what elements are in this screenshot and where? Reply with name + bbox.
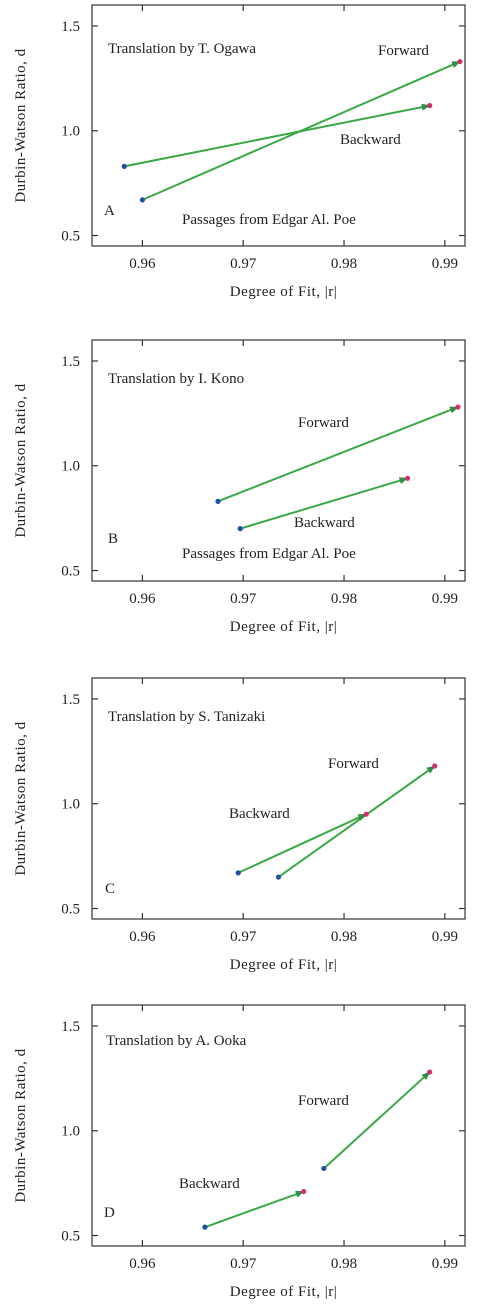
y-tick-label: 0.5 bbox=[61, 229, 80, 245]
forward-start-point bbox=[215, 498, 221, 504]
forward-arrow bbox=[217, 406, 459, 503]
panel-letter: A bbox=[104, 203, 115, 219]
x-axis-title: Degree of Fit, |r| bbox=[230, 284, 337, 300]
chart-panel-a: 0.96 0.97 0.98 0.99 0.5 1.0 1.5 Degree of Fit, … bbox=[13, 4, 466, 300]
x-tick-label: 0.99 bbox=[432, 256, 458, 272]
panel-title: Translation by S. Tanizaki bbox=[108, 709, 265, 725]
x-axis-title: Degree of Fit, |r| bbox=[230, 1284, 337, 1300]
backward-arrow bbox=[239, 477, 409, 530]
x-tick-label: 0.98 bbox=[331, 1256, 357, 1272]
y-tick-label: 1.0 bbox=[61, 797, 80, 813]
x-tick-label: 0.96 bbox=[129, 1256, 156, 1272]
plot-frame bbox=[91, 1004, 466, 1247]
plot-frame bbox=[91, 4, 466, 247]
x-tick-label: 0.98 bbox=[331, 256, 357, 272]
y-axis-title: Durbin-Watson Ratio, d bbox=[13, 383, 29, 537]
backward-end-point bbox=[427, 102, 433, 109]
backward-start-point bbox=[237, 526, 243, 532]
panel-title: Translation by T. Ogawa bbox=[108, 41, 256, 57]
backward-series-label: Backward bbox=[179, 1176, 240, 1192]
forward-start-point bbox=[139, 197, 146, 203]
forward-end-point bbox=[432, 763, 438, 769]
y-tick-label: 1.5 bbox=[61, 19, 80, 35]
x-tick-label: 0.99 bbox=[432, 591, 458, 607]
plot-frame bbox=[91, 677, 466, 920]
panel-note: Passages from Edgar Al. Poe bbox=[182, 212, 356, 228]
panel-letter: B bbox=[108, 531, 118, 547]
backward-arrow bbox=[124, 103, 431, 168]
x-tick-label: 0.96 bbox=[129, 591, 156, 607]
y-tick-label: 0.5 bbox=[61, 902, 80, 918]
chart-panel-d: 0.96 0.97 0.98 0.99 0.5 1.0 1.5 Degree of Fit, … bbox=[13, 1004, 466, 1300]
y-axis-title: Durbin-Watson Ratio, d bbox=[13, 48, 29, 202]
forward-arrow bbox=[323, 1071, 431, 1170]
forward-end-point bbox=[457, 58, 463, 65]
panel-title: Translation by A. Ooka bbox=[106, 1033, 247, 1049]
panel-title: Translation by I. Kono bbox=[108, 371, 244, 387]
y-axis-title: Durbin-Watson Ratio, d bbox=[13, 1048, 29, 1202]
forward-start-point bbox=[275, 874, 282, 880]
x-tick-label: 0.97 bbox=[230, 929, 257, 945]
y-tick-label: 1.0 bbox=[61, 1124, 80, 1140]
backward-arrow bbox=[237, 813, 368, 874]
x-axis-title: Degree of Fit, |r| bbox=[230, 957, 337, 973]
x-axis-title: Degree of Fit, |r| bbox=[230, 619, 337, 635]
x-tick-label: 0.97 bbox=[230, 591, 257, 607]
forward-series-label: Forward bbox=[298, 415, 349, 431]
x-tick-label: 0.99 bbox=[432, 929, 458, 945]
chart-panel-c: 0.96 0.97 0.98 0.99 0.5 1.0 1.5 Degree of Fit, … bbox=[13, 677, 466, 973]
backward-end-point bbox=[404, 475, 411, 481]
x-tick-label: 0.97 bbox=[230, 256, 257, 272]
chart-panel-b: 0.96 0.97 0.98 0.99 0.5 1.0 1.5 Degree of Fit, … bbox=[13, 339, 466, 635]
x-tick-label: 0.98 bbox=[331, 591, 357, 607]
forward-end-point bbox=[427, 1069, 433, 1075]
backward-arrow bbox=[204, 1190, 305, 1229]
x-tick-label: 0.98 bbox=[331, 929, 357, 945]
y-axis-title: Durbin-Watson Ratio, d bbox=[13, 721, 29, 875]
y-tick-label: 1.0 bbox=[61, 459, 80, 475]
backward-start-point bbox=[202, 1224, 208, 1230]
backward-start-point bbox=[121, 163, 127, 169]
forward-arrow bbox=[277, 765, 436, 878]
backward-end-point bbox=[363, 811, 369, 817]
x-tick-label: 0.97 bbox=[230, 1256, 257, 1272]
y-tick-label: 1.5 bbox=[61, 692, 80, 708]
forward-series-label: Forward bbox=[298, 1093, 349, 1109]
forward-series-label: Forward bbox=[378, 43, 429, 59]
panel-note: Passages from Edgar Al. Poe bbox=[182, 546, 356, 562]
backward-start-point bbox=[235, 870, 241, 876]
backward-end-point bbox=[301, 1188, 307, 1195]
y-tick-label: 1.5 bbox=[61, 1019, 80, 1035]
y-tick-label: 1.0 bbox=[61, 124, 80, 140]
y-tick-label: 0.5 bbox=[61, 564, 80, 580]
forward-series-label: Forward bbox=[328, 756, 379, 772]
x-tick-label: 0.99 bbox=[432, 1256, 458, 1272]
forward-start-point bbox=[321, 1165, 327, 1172]
backward-series-label: Backward bbox=[294, 515, 355, 531]
x-tick-label: 0.96 bbox=[129, 256, 156, 272]
y-tick-label: 1.5 bbox=[61, 354, 80, 370]
panel-letter: C bbox=[105, 881, 115, 897]
plot-frame bbox=[91, 339, 466, 582]
backward-series-label: Backward bbox=[340, 132, 401, 148]
backward-series-label: Backward bbox=[229, 806, 290, 822]
forward-end-point bbox=[455, 404, 461, 410]
x-tick-label: 0.96 bbox=[129, 929, 156, 945]
panel-letter: D bbox=[104, 1205, 115, 1221]
y-tick-label: 0.5 bbox=[61, 1229, 80, 1245]
